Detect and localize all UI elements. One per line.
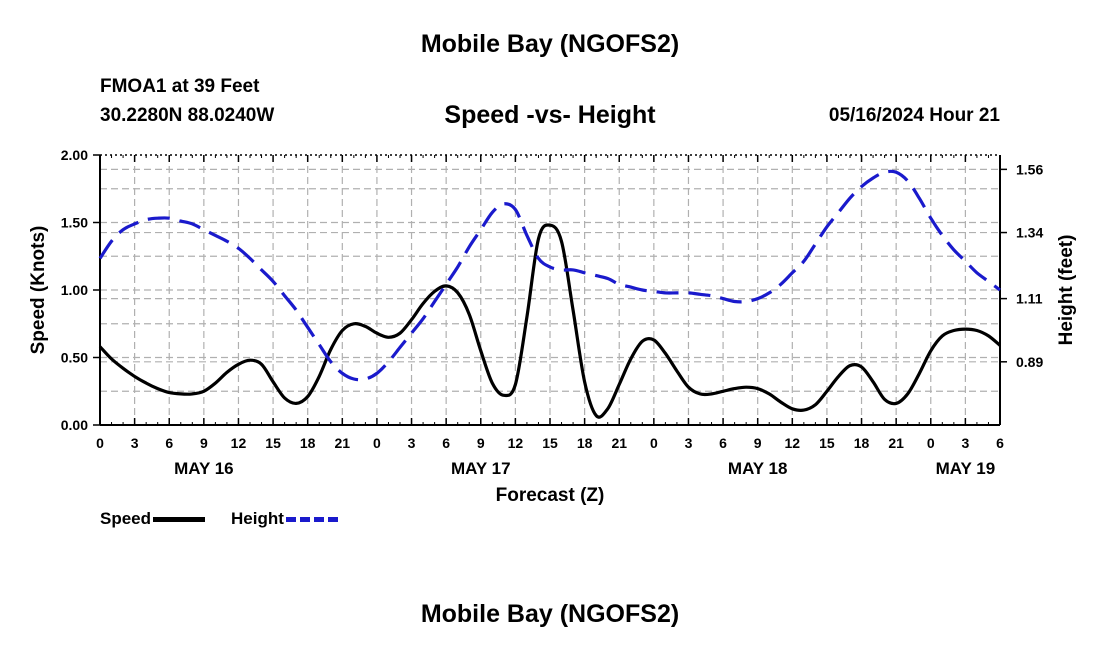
x-tick-label: 9 <box>477 435 485 451</box>
speed-series-line <box>98 223 1002 419</box>
legend-speed-swatch <box>153 516 206 522</box>
y2-tick-label: 1.11 <box>1016 291 1043 307</box>
x-tick-label: 6 <box>719 435 727 451</box>
x-tick-label: 18 <box>300 435 316 451</box>
station-coordinates: 30.2280N 88.0240W <box>100 105 275 126</box>
y2-axis-title: Height (feet) <box>1056 235 1077 346</box>
chart-subtitle: Speed -vs- Height <box>444 101 656 129</box>
x-tick-label: 12 <box>231 435 247 451</box>
y-tick-label: 0.50 <box>61 350 88 366</box>
x-tick-label: 3 <box>961 435 969 451</box>
station-label: FMOA1 at 39 Feet <box>100 76 260 97</box>
legend-height: Height <box>231 509 338 529</box>
y-tick-label: 1.50 <box>61 215 88 231</box>
x-tick-label: 6 <box>442 435 450 451</box>
x-tick-label: 3 <box>408 435 416 451</box>
x-tick-label: 15 <box>542 435 558 451</box>
legend-speed: Speed <box>100 509 206 529</box>
day-label: MAY 19 <box>936 459 996 478</box>
y-axis-title: Speed (Knots) <box>28 226 49 355</box>
y-tick-label: 2.00 <box>61 147 88 163</box>
x-axis-title: Forecast (Z) <box>496 485 605 506</box>
day-label: MAY 18 <box>728 459 788 478</box>
x-tick-label: 9 <box>200 435 208 451</box>
x-tick-label: 3 <box>685 435 693 451</box>
x-tick-label: 18 <box>577 435 593 451</box>
y2-tick-label: 1.34 <box>1016 225 1043 241</box>
y2-tick-label: 0.89 <box>1016 354 1043 370</box>
x-tick-label: 3 <box>131 435 139 451</box>
y-tick-label: 0.00 <box>61 417 88 433</box>
x-tick-label: 0 <box>650 435 658 451</box>
x-tick-label: 6 <box>996 435 1004 451</box>
y2-tick-label: 1.56 <box>1016 161 1043 177</box>
legend-speed-label: Speed <box>100 509 152 528</box>
height-series-line <box>98 169 1001 382</box>
x-tick-label: 21 <box>335 435 351 451</box>
x-tick-label: 0 <box>927 435 935 451</box>
x-tick-label: 12 <box>508 435 524 451</box>
x-tick-label: 15 <box>819 435 835 451</box>
x-tick-label: 21 <box>611 435 627 451</box>
x-tick-label: 15 <box>265 435 281 451</box>
legend-height-swatch <box>285 516 338 522</box>
x-tick-label: 12 <box>785 435 801 451</box>
day-label: MAY 17 <box>451 459 511 478</box>
y-tick-label: 1.00 <box>61 282 88 298</box>
forecast-timestamp: 05/16/2024 Hour 21 <box>828 105 1000 126</box>
legend-height-label: Height <box>231 509 284 528</box>
x-tick-label: 21 <box>888 435 904 451</box>
x-tick-label: 9 <box>754 435 762 451</box>
x-tick-label: 0 <box>373 435 381 451</box>
x-tick-label: 18 <box>854 435 870 451</box>
day-label: MAY 16 <box>174 459 234 478</box>
main-title: Mobile Bay (NGOFS2) <box>420 30 680 58</box>
x-tick-label: 6 <box>165 435 173 451</box>
footer-title: Mobile Bay (NGOFS2) <box>420 600 680 628</box>
x-tick-label: 0 <box>96 435 104 451</box>
